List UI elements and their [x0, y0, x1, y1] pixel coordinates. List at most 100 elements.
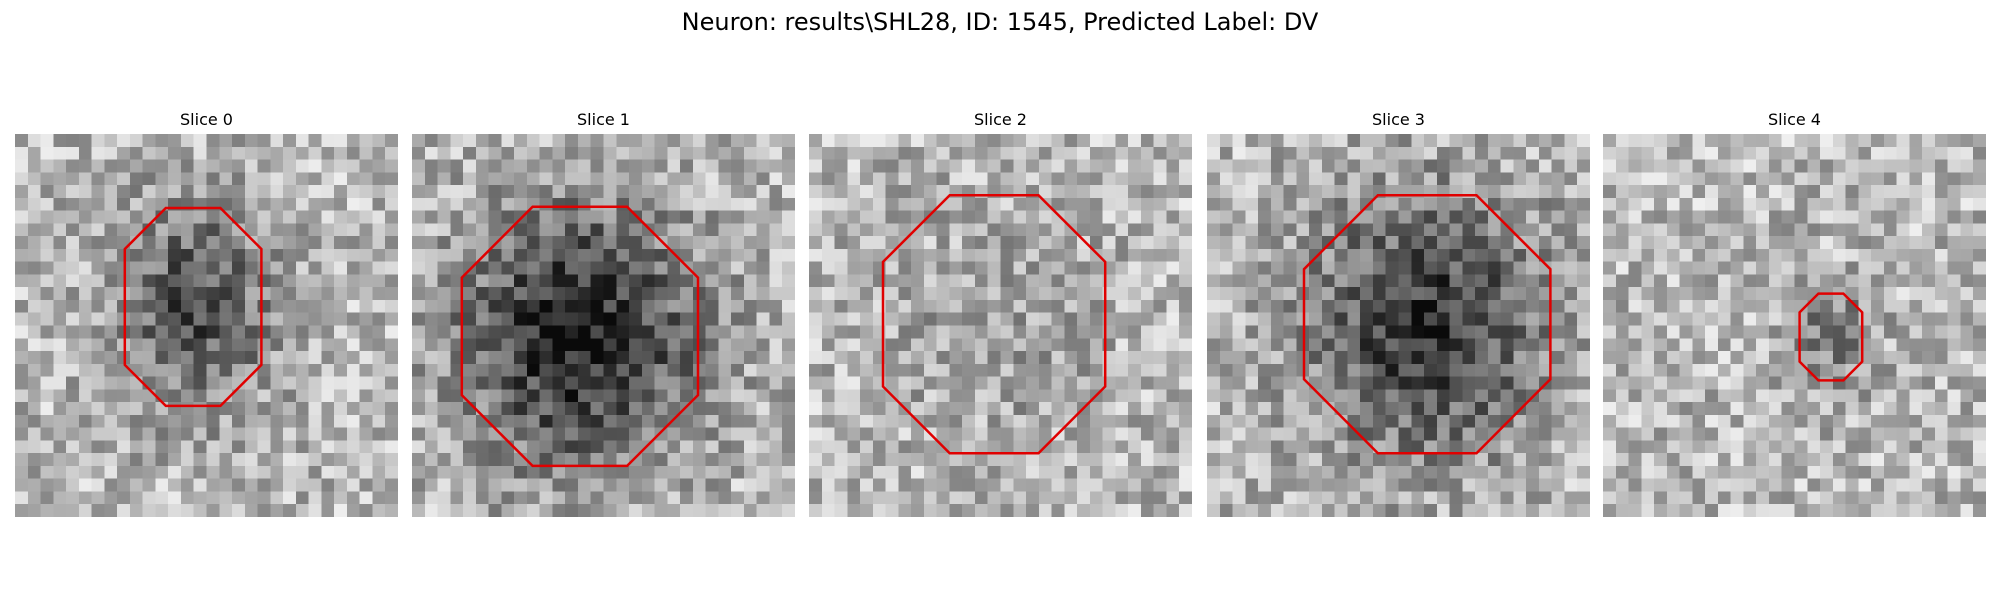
- pixel: [718, 134, 732, 148]
- pixel: [372, 402, 386, 416]
- pixel: [1077, 504, 1091, 517]
- pixel: [1743, 210, 1757, 224]
- pixel: [1934, 478, 1949, 492]
- pixel: [847, 274, 861, 288]
- pixel: [1411, 287, 1425, 301]
- pixel: [1768, 478, 1783, 492]
- pixel: [1270, 210, 1285, 224]
- pixel: [1654, 363, 1668, 378]
- pixel: [1089, 440, 1104, 454]
- pixel: [1347, 185, 1361, 199]
- pixel: [1309, 414, 1323, 429]
- pixel: [692, 261, 707, 275]
- pixel: [1692, 299, 1706, 314]
- pixel: [987, 236, 1001, 250]
- pixel: [629, 414, 643, 429]
- pixel: [1845, 261, 1859, 275]
- pixel: [1013, 478, 1027, 492]
- pixel: [654, 478, 668, 492]
- pixel: [847, 351, 861, 365]
- pixel: [1321, 146, 1336, 161]
- pixel: [66, 134, 80, 148]
- pixel: [526, 134, 541, 148]
- pixel: [1089, 338, 1104, 352]
- pixel: [1513, 299, 1527, 314]
- pixel: [1153, 223, 1167, 237]
- pixel: [450, 159, 464, 173]
- pixel: [155, 478, 169, 492]
- pixel: [359, 261, 373, 275]
- pixel: [1654, 491, 1668, 505]
- pixel: [1360, 414, 1374, 429]
- pixel: [385, 223, 398, 237]
- pixel: [1153, 172, 1167, 186]
- pixel: [450, 491, 464, 505]
- pixel: [1296, 185, 1310, 199]
- pixel: [257, 299, 271, 314]
- pixel: [1500, 223, 1514, 237]
- pixel: [1270, 159, 1285, 173]
- pixel: [321, 299, 335, 314]
- pixel: [962, 134, 976, 148]
- pixel: [949, 159, 963, 173]
- pixel: [1603, 197, 1617, 212]
- pixel: [1245, 427, 1259, 441]
- pixel: [1577, 185, 1590, 199]
- pixel: [1947, 465, 1961, 480]
- pixel: [180, 402, 195, 416]
- pixel: [809, 248, 823, 263]
- pixel: [847, 172, 861, 186]
- pixel: [641, 223, 656, 237]
- pixel: [603, 210, 617, 224]
- pixel: [40, 440, 54, 454]
- pixel: [1258, 172, 1272, 186]
- pixel: [1564, 402, 1578, 416]
- pixel: [1564, 440, 1578, 454]
- pixel: [1743, 261, 1757, 275]
- pixel: [346, 491, 361, 505]
- pixel: [552, 274, 566, 288]
- pixel: [962, 453, 976, 467]
- pixel: [1153, 478, 1167, 492]
- pixel: [1820, 414, 1834, 429]
- pixel: [1615, 478, 1630, 492]
- pixel: [641, 287, 656, 301]
- pixel: [1398, 287, 1412, 301]
- pixel: [1179, 376, 1192, 390]
- pixel: [1140, 504, 1155, 517]
- pixel: [1219, 159, 1234, 173]
- pixel: [219, 351, 233, 365]
- pixel: [860, 376, 874, 390]
- pixel: [1051, 465, 1065, 480]
- pixel: [270, 134, 284, 148]
- pixel: [1153, 312, 1167, 326]
- pixel: [142, 299, 156, 314]
- pixel: [1705, 223, 1719, 237]
- pixel: [1922, 274, 1936, 288]
- pixel: [40, 312, 54, 326]
- pixel: [1909, 414, 1923, 429]
- pixel: [1232, 351, 1246, 365]
- pixel: [654, 236, 668, 250]
- pixel: [1603, 261, 1617, 275]
- pixel: [705, 453, 719, 467]
- pixel: [1858, 440, 1872, 454]
- pixel: [1449, 363, 1463, 378]
- pixel: [1973, 274, 1986, 288]
- pixel: [1245, 376, 1259, 390]
- pixel: [885, 134, 899, 148]
- pixel: [821, 504, 836, 517]
- pixel: [257, 248, 271, 263]
- pixel: [718, 299, 732, 314]
- pixel: [1768, 338, 1783, 352]
- pixel: [437, 287, 451, 301]
- pixel: [450, 146, 464, 161]
- pixel: [680, 491, 694, 505]
- pixel: [1115, 504, 1129, 517]
- pixel: [514, 159, 528, 173]
- pixel: [437, 172, 451, 186]
- pixel: [692, 376, 707, 390]
- pixel: [577, 504, 592, 517]
- pixel: [1038, 427, 1053, 441]
- pixel: [654, 274, 668, 288]
